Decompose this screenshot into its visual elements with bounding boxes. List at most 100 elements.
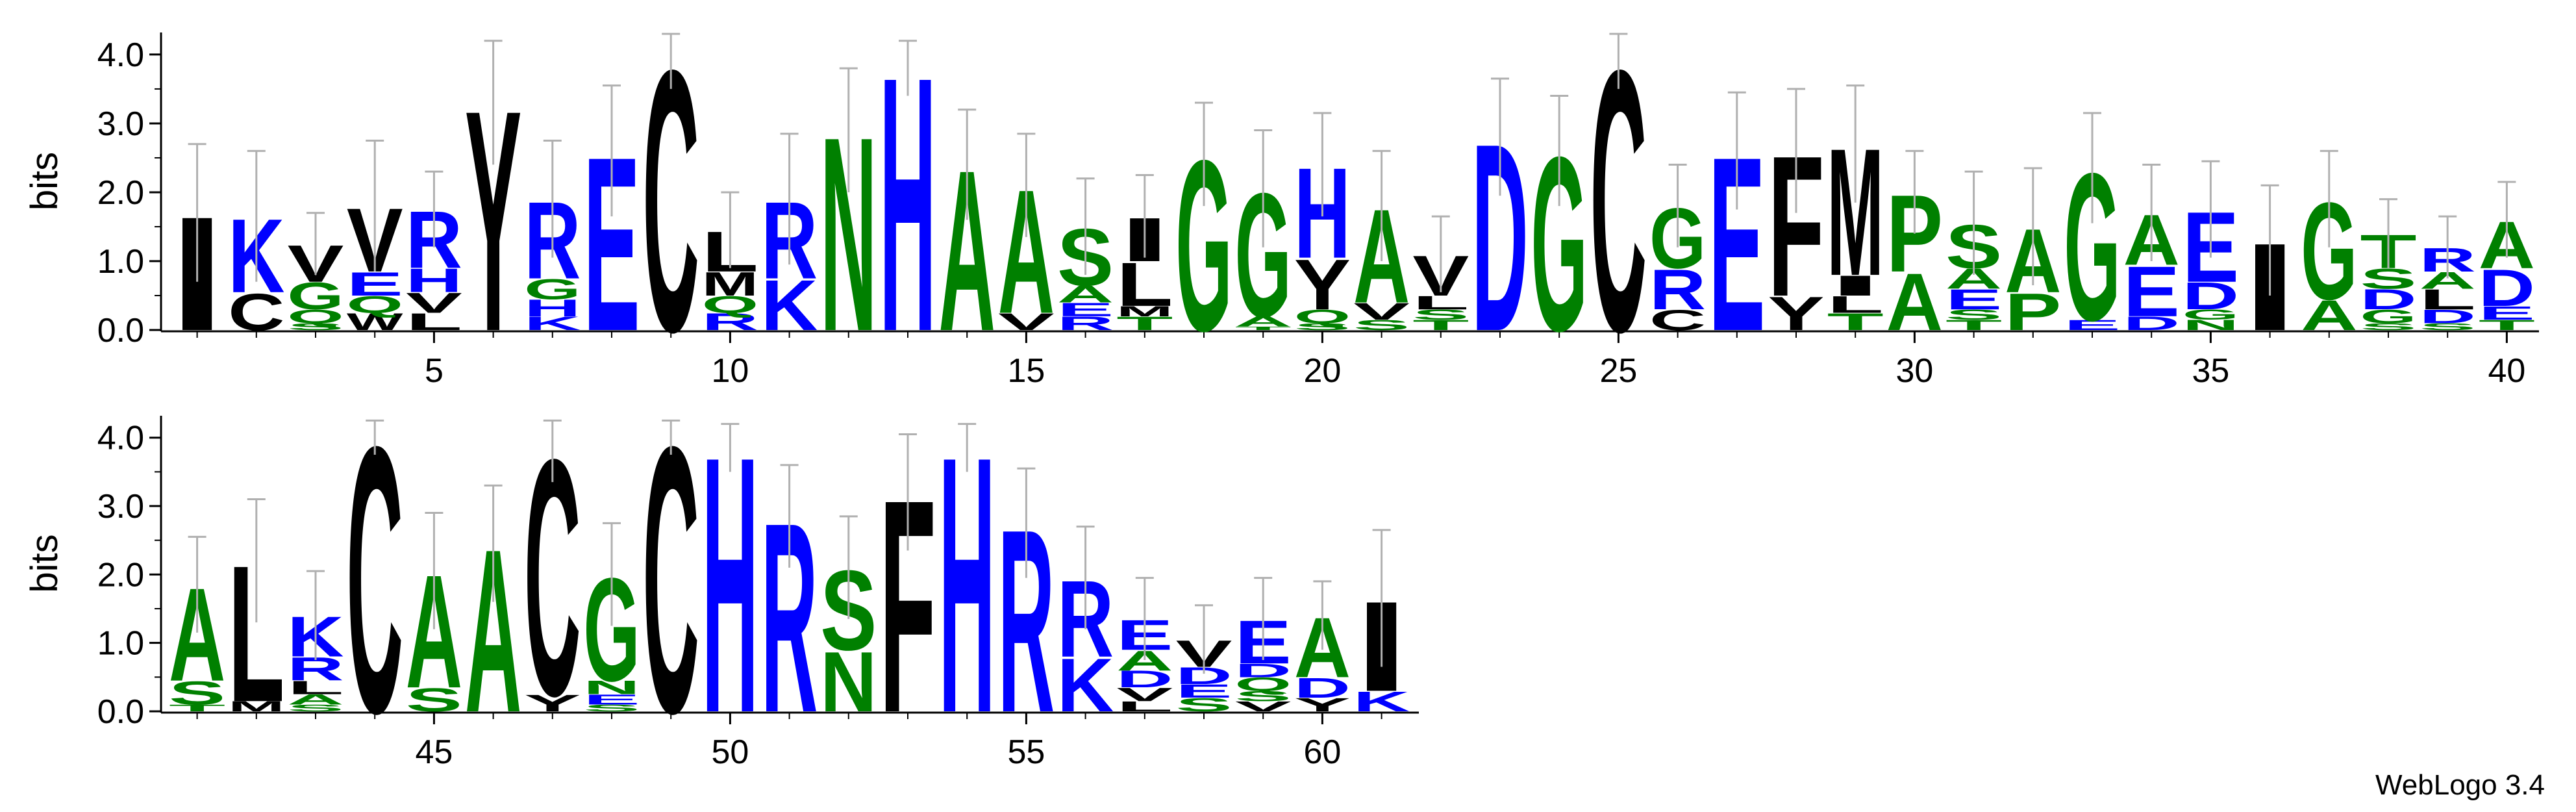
logo-letter: S <box>287 322 344 332</box>
logo-letter: S <box>1294 322 1351 332</box>
logo-column: N <box>820 67 877 389</box>
logo-letter: T <box>1827 309 1884 335</box>
y-axis-label: bits <box>23 152 66 210</box>
logo-column: D <box>1471 77 1529 387</box>
logo-letter: E <box>2479 303 2535 324</box>
logo-letter: L <box>2420 283 2476 315</box>
y-tick-label: 2.0 <box>97 174 144 212</box>
logo-letter: Y <box>524 690 581 717</box>
logo-column: CK <box>228 149 284 341</box>
logo-letter: S <box>406 681 462 718</box>
x-tick-label: 35 <box>2192 352 2229 390</box>
logo-letter: T <box>1116 312 1173 334</box>
logo-column: YC <box>524 389 581 766</box>
logo-column: I <box>2242 184 2298 357</box>
x-tick-label: 5 <box>425 352 444 390</box>
logo-letter: E <box>1057 299 1114 320</box>
x-tick-label: 30 <box>1895 352 1933 390</box>
logo-letter: S <box>2360 263 2416 295</box>
logo-letter: G <box>2360 306 2416 327</box>
logo-letter: Q <box>287 306 344 327</box>
logo-letter: K <box>524 312 581 334</box>
logo-letter: E <box>2064 317 2120 333</box>
logo-letter: K <box>1057 643 1114 728</box>
logo-letter: D <box>2420 306 2476 327</box>
logo-letter: D <box>2360 284 2416 316</box>
logo-column: H <box>939 381 995 789</box>
logo-letter: N <box>820 634 877 730</box>
x-tick-label: 20 <box>1303 352 1341 390</box>
logo-letter: R <box>702 309 758 335</box>
logo-column: E <box>583 84 640 383</box>
logo-letter: S <box>1412 307 1469 323</box>
y-tick-label: 3.0 <box>97 488 144 526</box>
logo-column: H <box>879 1 936 407</box>
logo-letter: L <box>1116 698 1173 714</box>
logo-letter: Y <box>1768 287 1824 340</box>
logo-letter: Y <box>1294 694 1351 716</box>
logo-letter: A <box>2301 291 2357 339</box>
y-tick-label: 1.0 <box>97 625 144 663</box>
logo-column: DEA <box>2123 164 2180 334</box>
logo-column: KI <box>1353 529 1410 718</box>
logo-column: F <box>879 433 936 776</box>
logo-column: PA <box>2005 167 2061 342</box>
logo-letter: S <box>169 675 225 712</box>
logo-letter: L <box>1412 292 1469 314</box>
logo-letter: N <box>583 677 640 698</box>
y-tick-label: 4.0 <box>97 36 144 74</box>
logo-letter: T <box>1945 317 2002 333</box>
logo-column: AG <box>2301 149 2357 339</box>
logo-column: EG <box>2064 112 2121 365</box>
x-tick-label: 50 <box>711 733 749 771</box>
weblogo-credit: WebLogo 3.4 <box>2375 769 2545 801</box>
logo-letter: K <box>761 265 818 346</box>
logo-column: SVA <box>1353 149 1410 333</box>
logo-letter: D <box>1235 660 1292 681</box>
logo-letter: G <box>287 275 344 318</box>
logo-letter: R <box>1649 258 1706 322</box>
logo-letter: D <box>2182 275 2239 318</box>
logo-letter: Y <box>1294 244 1351 325</box>
logo-letter: Q <box>1235 674 1292 695</box>
logo-letter: S <box>2360 322 2416 332</box>
logo-column: G <box>1531 95 1588 383</box>
logo-letter: D <box>2123 312 2180 334</box>
y-tick-label: 0.0 <box>97 693 144 731</box>
logo-column: CRG <box>1649 164 1706 336</box>
logo-column: A <box>465 484 521 761</box>
logo-column: KR <box>761 133 818 346</box>
logo-letter: P <box>2005 283 2061 342</box>
logo-column: ML <box>228 498 284 742</box>
logo-letter: E <box>347 266 403 303</box>
y-axis-label: bits <box>23 534 66 592</box>
x-tick-label: 10 <box>711 352 749 390</box>
logo-letter: G <box>2182 307 2239 323</box>
logo-letter: L <box>287 677 344 698</box>
logo-letter: Q <box>702 291 758 318</box>
logo-letter: A <box>1886 257 1943 348</box>
logo-letter: S <box>583 703 640 713</box>
logo-column: I <box>169 143 225 365</box>
y-tick-label: 2.0 <box>97 556 144 594</box>
logo-letter: K <box>1353 686 1410 718</box>
logo-letter: M <box>1116 303 1173 320</box>
logo-column: C <box>643 0 699 409</box>
y-tick-label: 4.0 <box>97 420 144 457</box>
logo-column: G <box>1175 101 1232 382</box>
logo-letter: D <box>1294 672 1351 704</box>
